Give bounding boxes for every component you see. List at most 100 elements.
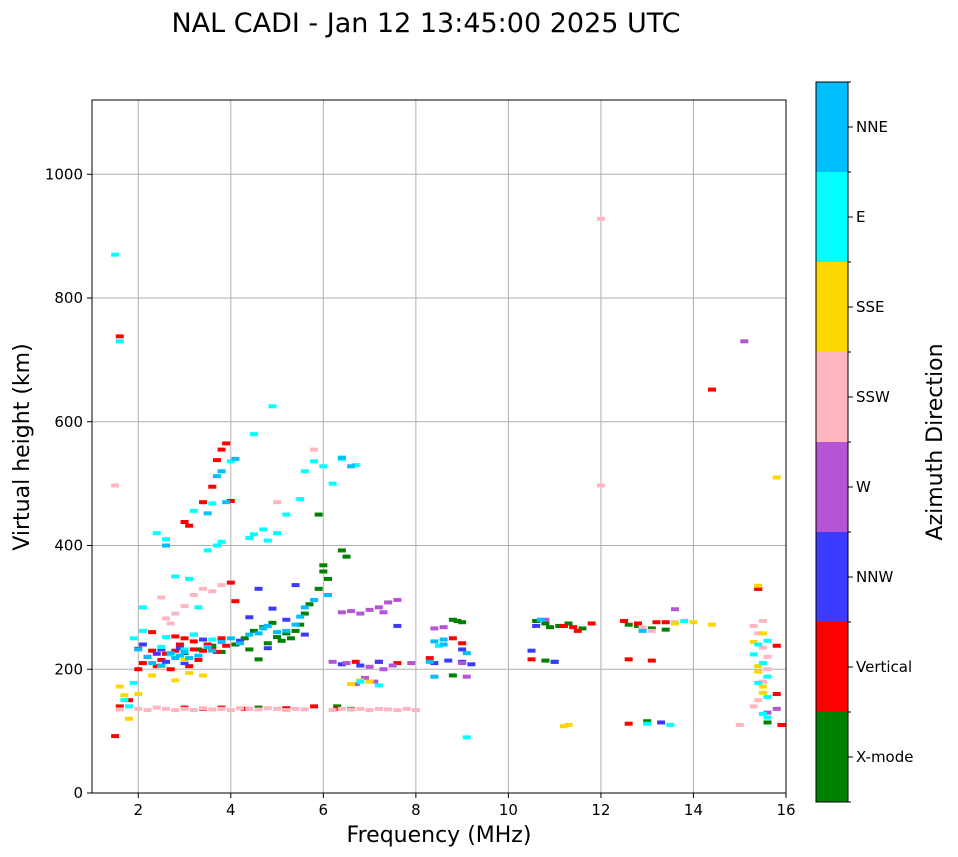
echo-point-x-mode	[546, 625, 555, 630]
echo-point-nne	[217, 640, 226, 645]
echo-point-sse	[125, 716, 134, 721]
echo-point-vertical	[189, 639, 198, 644]
echo-point-w	[351, 682, 360, 687]
echo-point-e	[180, 647, 189, 652]
echo-point-ssw	[647, 628, 656, 633]
x-tick-label: 14	[684, 801, 703, 819]
echo-point-vertical	[425, 656, 434, 661]
echo-point-nne	[212, 474, 221, 479]
x-axis-label: Frequency (MHz)	[347, 823, 532, 848]
echo-point-nne	[439, 642, 448, 647]
plot-background	[92, 100, 786, 793]
echo-point-x-mode	[254, 657, 263, 662]
y-tick-label: 0	[73, 784, 83, 802]
echo-point-ssw	[763, 667, 772, 672]
echo-point-vertical	[180, 636, 189, 641]
echo-point-nnw	[550, 659, 559, 664]
echo-point-vertical	[573, 628, 582, 633]
echo-point-nne	[273, 630, 282, 635]
echo-point-ssw	[347, 707, 356, 712]
echo-point-e	[268, 404, 277, 409]
echo-point-e	[138, 628, 147, 633]
echo-point-ssw	[171, 611, 180, 616]
colorbar-swatch	[816, 712, 848, 802]
echo-point-vertical	[661, 620, 670, 625]
echo-point-sse	[134, 692, 143, 696]
echo-point-x-mode	[245, 647, 254, 652]
echo-point-ssw	[365, 708, 374, 713]
echo-point-w	[393, 597, 402, 602]
echo-point-sse	[758, 631, 767, 636]
echo-point-vertical	[125, 698, 134, 703]
echo-point-vertical	[171, 634, 180, 639]
echo-point-e	[763, 695, 772, 700]
echo-point-nnw	[157, 647, 166, 652]
echo-point-x-mode	[578, 626, 587, 631]
echo-point-x-mode	[633, 623, 642, 628]
echo-point-w	[360, 675, 369, 680]
echo-point-nne	[310, 597, 319, 602]
echo-point-nne	[208, 648, 217, 653]
echo-point-w	[407, 661, 416, 666]
echo-point-x-mode	[268, 620, 277, 625]
echo-point-nne	[148, 661, 157, 666]
echo-point-nnw	[282, 617, 291, 622]
echo-point-ssw	[263, 706, 272, 711]
echo-point-sse	[754, 669, 763, 674]
echo-point-ssw	[300, 707, 309, 712]
echo-point-nne	[222, 500, 231, 505]
echo-point-ssw	[310, 447, 319, 452]
echo-point-ssw	[393, 708, 402, 713]
echo-point-ssw	[749, 623, 758, 628]
echo-point-vertical	[310, 704, 319, 709]
echo-point-x-mode	[555, 623, 564, 628]
echo-point-vertical	[559, 623, 568, 628]
echo-point-x-mode	[337, 548, 346, 553]
echo-point-ssw	[596, 216, 605, 221]
colorbar-tick-label: Vertical	[856, 658, 912, 676]
echo-point-e	[754, 642, 763, 647]
echo-point-nne	[300, 605, 309, 610]
echo-point-ssw	[384, 707, 393, 712]
echo-point-nnw	[527, 648, 536, 653]
echo-point-e	[351, 463, 360, 468]
echo-point-ssw	[199, 706, 208, 711]
echo-point-nne	[231, 456, 240, 461]
colorbar-swatch	[816, 172, 848, 262]
echo-point-x-mode	[217, 649, 226, 654]
echo-point-sse	[120, 693, 129, 698]
echo-point-x-mode	[296, 622, 305, 627]
echo-point-w	[342, 661, 351, 666]
chart-title: NAL CADI - Jan 12 13:45:00 2025 UTC	[171, 8, 680, 39]
echo-point-vertical	[226, 498, 235, 503]
colorbar-swatch	[816, 622, 848, 712]
echo-point-sse	[754, 583, 763, 588]
echo-point-e	[115, 339, 124, 344]
echo-point-w	[347, 609, 356, 614]
echo-point-ssw	[162, 706, 171, 711]
echo-point-ssw	[596, 483, 605, 488]
echo-point-x-mode	[453, 618, 462, 623]
echo-point-e	[300, 469, 309, 474]
echo-point-ssw	[337, 706, 346, 711]
echo-point-nnw	[152, 651, 161, 656]
echo-point-x-mode	[194, 647, 203, 652]
echo-point-e	[273, 531, 282, 536]
echo-point-x-mode	[541, 621, 550, 626]
echo-point-e	[435, 643, 443, 648]
echo-point-ssw	[758, 645, 767, 650]
echo-point-ssw	[273, 706, 282, 711]
echo-point-e	[217, 539, 226, 544]
echo-point-vertical	[162, 651, 171, 656]
echo-point-vertical	[707, 387, 716, 392]
echo-point-sse	[199, 673, 208, 678]
echo-point-e	[643, 721, 652, 726]
echo-point-nne	[430, 639, 439, 644]
echo-point-nne	[296, 614, 305, 619]
echo-point-x-mode	[231, 642, 240, 647]
echo-point-e	[666, 722, 675, 727]
echo-point-nne	[143, 654, 152, 659]
echo-point-sse	[559, 724, 568, 729]
echo-point-vertical	[175, 642, 184, 647]
x-axis-ticks: 2 4 6 8 10 12 14 16	[133, 793, 796, 819]
